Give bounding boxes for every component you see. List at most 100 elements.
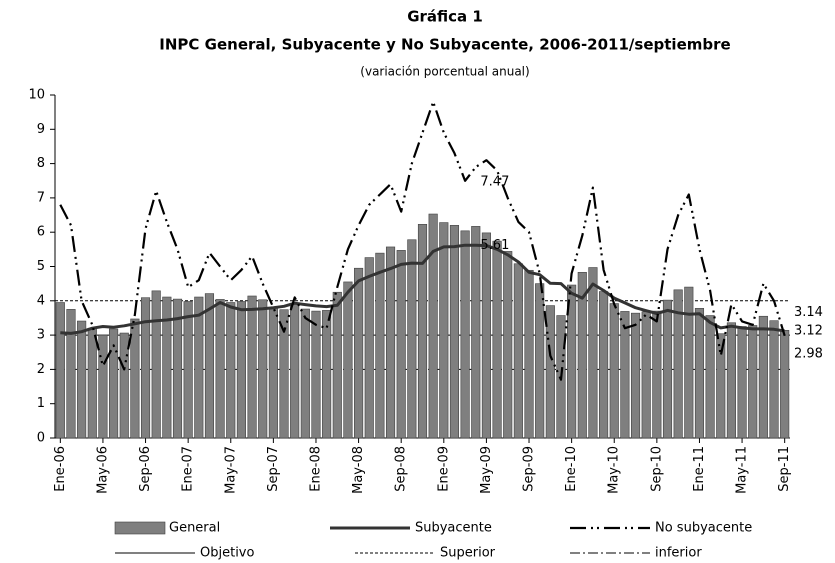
bar (758, 315, 768, 439)
x-tick-label: Sep-10 (649, 446, 664, 492)
x-tick-label: May-11 (735, 446, 750, 494)
bar (140, 297, 151, 439)
bar (385, 246, 396, 439)
bar (726, 322, 736, 439)
bar (268, 307, 278, 439)
bar (162, 296, 172, 439)
bar (524, 269, 534, 439)
bar (652, 310, 662, 439)
bar (396, 250, 406, 439)
x-tick-label: May-09 (479, 446, 494, 494)
legend-label: Objetivo (200, 546, 254, 561)
bar (151, 290, 161, 439)
bar (354, 267, 364, 439)
y-tick-label: 1 (37, 396, 45, 411)
bar (194, 296, 204, 439)
y-tick-label: 8 (37, 156, 45, 171)
bar (247, 295, 257, 439)
bar (407, 239, 417, 439)
end-label: 3.12 (794, 323, 823, 338)
legend-label: Superior (440, 546, 496, 561)
bar (290, 302, 300, 439)
x-tick-label: Sep-08 (394, 446, 409, 492)
x-tick-label: May-07 (223, 446, 238, 494)
line (60, 243, 785, 335)
bar (87, 327, 97, 439)
legend-label: inferior (655, 546, 702, 561)
annotation: 7.47 (480, 174, 509, 189)
legend-label: General (169, 521, 220, 536)
bar (545, 305, 555, 439)
bar (620, 311, 630, 439)
bar (364, 257, 374, 439)
bar (567, 284, 577, 439)
x-tick-label: Ene-10 (564, 446, 579, 492)
y-tick-label: 2 (37, 362, 45, 377)
bar (428, 213, 438, 439)
bar (481, 232, 491, 439)
bar (322, 310, 332, 439)
legend-label: Subyacente (415, 521, 492, 536)
bar (236, 301, 246, 439)
bar (599, 291, 609, 439)
bar (535, 283, 545, 439)
bar (673, 289, 683, 439)
chart-title: Gráfica 1 (407, 8, 483, 26)
y-tick-label: 0 (37, 431, 45, 446)
chart-note: (variación porcentual anual) (360, 65, 529, 79)
bar (577, 272, 587, 439)
bar (737, 326, 747, 439)
x-tick-label: May-06 (95, 446, 110, 494)
bar (588, 267, 598, 439)
x-tick-label: Sep-09 (522, 446, 537, 492)
y-tick-label: 9 (37, 122, 45, 137)
bar (780, 329, 790, 439)
bar (492, 240, 502, 439)
bar (279, 309, 289, 439)
bar (716, 333, 726, 439)
bar (705, 315, 715, 439)
x-tick-label: Ene-06 (53, 446, 68, 492)
end-label: 3.14 (794, 305, 823, 320)
bar (513, 263, 523, 439)
chart-subtitle: INPC General, Subyacente y No Subyacente… (159, 36, 730, 54)
bar (183, 301, 193, 439)
x-tick-label: May-10 (607, 446, 622, 494)
bar (694, 308, 705, 439)
bar (503, 251, 513, 439)
bar (662, 299, 673, 439)
x-tick-label: Ene-11 (692, 446, 707, 492)
bar (439, 222, 449, 439)
bar (204, 293, 215, 439)
legend-swatch (114, 521, 166, 535)
y-tick-label: 6 (37, 225, 45, 240)
bar (55, 302, 65, 439)
x-tick-label: Ene-07 (181, 446, 196, 492)
x-tick-label: Ene-08 (308, 446, 323, 492)
x-tick-label: Sep-07 (266, 446, 281, 492)
bar (98, 334, 108, 439)
x-tick-label: May-08 (351, 446, 366, 494)
x-tick-label: Ene-09 (436, 446, 451, 492)
bar (343, 281, 353, 439)
bar (66, 309, 76, 439)
bar (130, 318, 140, 439)
bar (332, 291, 342, 439)
bar (641, 311, 651, 439)
x-tick-label: Sep-06 (138, 446, 153, 492)
bar (311, 310, 321, 439)
bar (109, 328, 119, 439)
annotation: 5.61 (480, 238, 509, 253)
bar (215, 299, 225, 439)
bar (300, 308, 310, 439)
bar (630, 312, 641, 439)
bar (172, 298, 183, 439)
legend-label: No subyacente (655, 521, 752, 536)
bar (449, 225, 460, 439)
bar (460, 230, 470, 439)
bar (769, 320, 779, 439)
bar (226, 302, 236, 439)
bar (258, 299, 268, 439)
y-tick-label: 5 (37, 259, 45, 274)
